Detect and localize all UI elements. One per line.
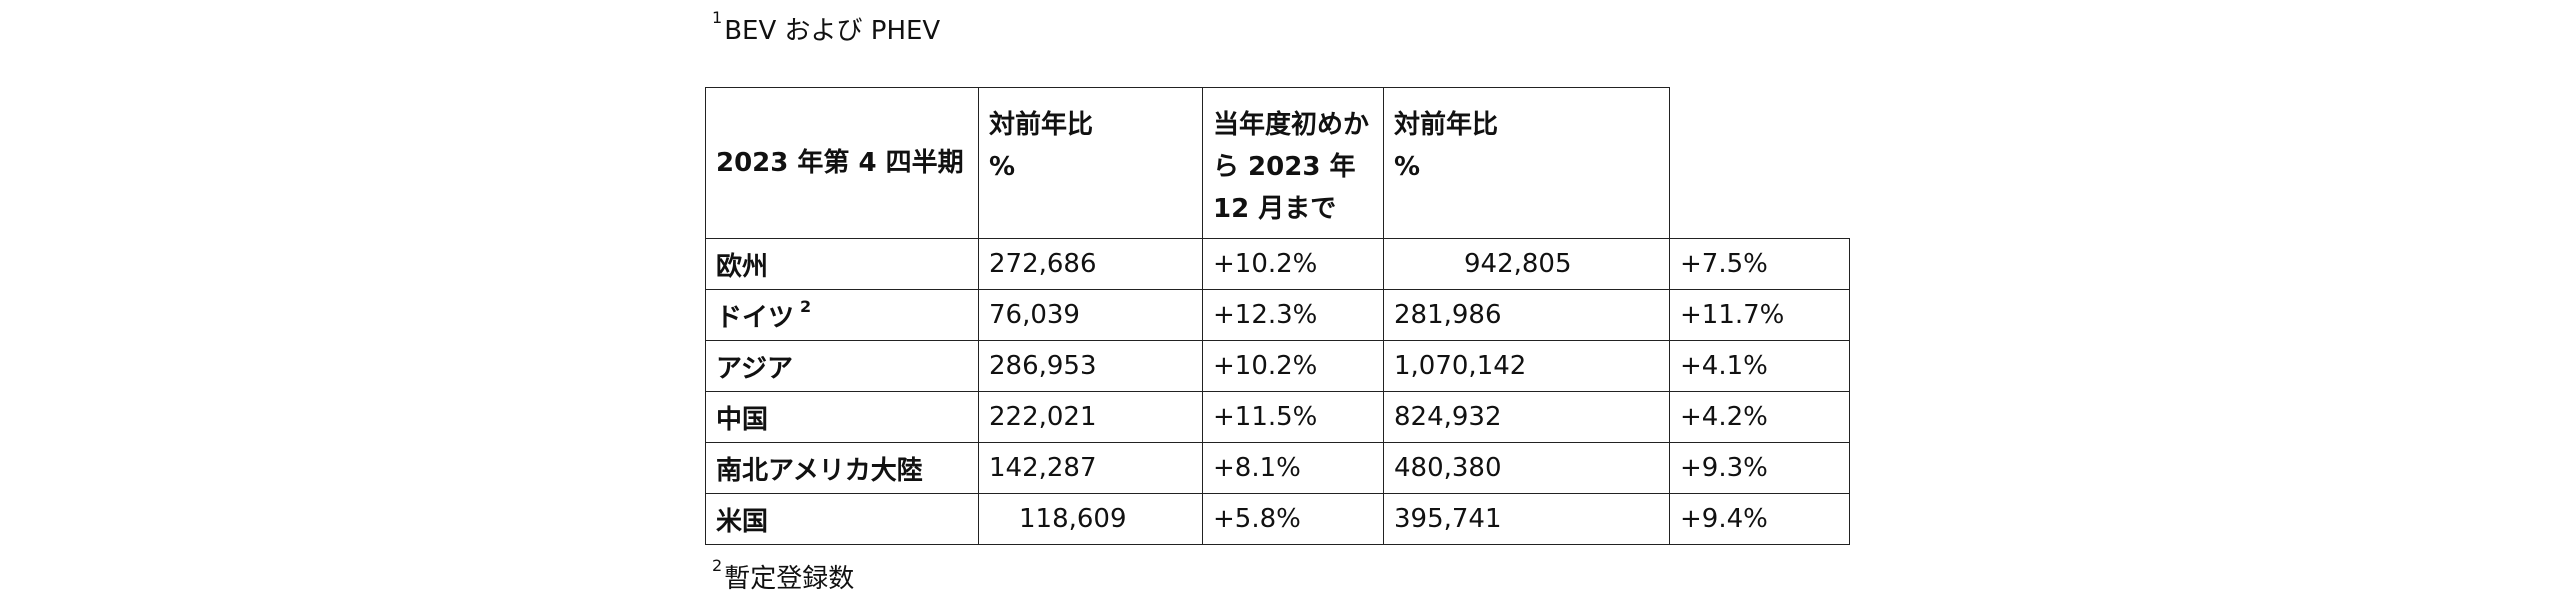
table-cell: 272,686 <box>978 238 1203 290</box>
table-cell: 142,287 <box>978 442 1203 494</box>
table-row: 中国 222,021 +11.5% 824,932 +4.2% <box>705 391 1850 443</box>
table-cell: +12.3% <box>1202 289 1384 341</box>
table-body: 欧州 272,686 +10.2% 942,805 +7.5% ドイツ 2 76,039 +12… <box>705 238 1850 545</box>
note-mark: 2 <box>800 296 812 316</box>
header-text: 12 月まで <box>1213 194 1337 224</box>
table-cell: +10.2% <box>1202 340 1384 392</box>
table-cell: 286,953 <box>978 340 1203 392</box>
table-cell: +9.3% <box>1669 442 1850 494</box>
footnote-text: 暫定登録数 <box>724 564 855 594</box>
table-cell: 824,932 <box>1383 391 1670 443</box>
table-cell: 76,039 <box>978 289 1203 341</box>
footnote: 1BEV および PHEV <box>712 8 941 47</box>
table-row: 米国 118,609 +5.8% 395,741 +9.4% <box>705 493 1850 545</box>
table-row: 欧州 272,686 +10.2% 942,805 +7.5% <box>705 238 1850 290</box>
table-cell: 395,741 <box>1383 493 1670 545</box>
footnote-mark: 1 <box>712 8 723 27</box>
footnote-mark: 2 <box>712 556 723 575</box>
header-row: 2023 年第 4 四半期 対前年比% 当年度初めから 2023 年 12 月まで 対前… <box>705 87 1850 239</box>
table-cell: 1,070,142 <box>1383 340 1670 392</box>
row-label: 米国 <box>716 506 769 537</box>
header-text: % <box>1394 152 1421 182</box>
row-label-cell: 南北アメリカ大陸 <box>705 442 979 494</box>
footnote: 2暫定登録数 <box>712 556 855 595</box>
table-cell: 480,380 <box>1383 442 1670 494</box>
header-text: ら 2023 年 <box>1213 152 1356 182</box>
footnote-text: BEV および PHEV <box>724 16 941 46</box>
row-label-cell: ドイツ 2 <box>705 289 979 341</box>
header-cell: 対前年比% <box>1383 87 1670 239</box>
row-label-cell: 中国 <box>705 391 979 443</box>
header-text: 当年度初めか <box>1213 110 1370 140</box>
header-text: 対前年比 <box>989 110 1094 140</box>
table-row: 南北アメリカ大陸 142,287 +8.1% 480,380 +9.3% <box>705 442 1850 494</box>
sales-table: 2023 年第 4 四半期 対前年比% 当年度初めから 2023 年 12 月まで 対前… <box>705 87 1850 545</box>
row-label-cell: 欧州 <box>705 238 979 290</box>
header-text: 2023 年第 4 四半期 <box>716 148 964 178</box>
row-label: 欧州 <box>716 251 769 282</box>
header-text: % <box>989 152 1016 182</box>
table-cell: 942,805 <box>1383 238 1670 290</box>
row-label: 南北アメリカ大陸 <box>716 455 923 486</box>
table-cell: +4.2% <box>1669 391 1850 443</box>
table-cell: +11.5% <box>1202 391 1384 443</box>
row-label: ドイツ <box>716 302 795 333</box>
table-cell: +4.1% <box>1669 340 1850 392</box>
table-cell: +9.4% <box>1669 493 1850 545</box>
table-cell: +11.7% <box>1669 289 1850 341</box>
row-label-cell: 米国 <box>705 493 979 545</box>
row-label: 中国 <box>716 404 769 435</box>
table-cell: +10.2% <box>1202 238 1384 290</box>
header-text: 対前年比 <box>1394 110 1499 140</box>
row-label: アジア <box>716 353 793 384</box>
row-label-cell: アジア <box>705 340 979 392</box>
table-row: アジア 286,953 +10.2% 1,070,142 +4.1% <box>705 340 1850 392</box>
table-cell: 222,021 <box>978 391 1203 443</box>
table-cell: 118,609 <box>978 493 1203 545</box>
empty-header-cell <box>1669 87 1850 239</box>
header-cell: 対前年比% <box>978 87 1203 239</box>
table-row: ドイツ 2 76,039 +12.3% 281,986 +11.7% <box>705 289 1850 341</box>
table-cell: 281,986 <box>1383 289 1670 341</box>
table-cell: +5.8% <box>1202 493 1384 545</box>
table-cell: +7.5% <box>1669 238 1850 290</box>
header-cell: 当年度初めから 2023 年 12 月まで <box>1202 87 1384 239</box>
header-cell: 2023 年第 4 四半期 <box>705 87 979 239</box>
table-cell: +8.1% <box>1202 442 1384 494</box>
